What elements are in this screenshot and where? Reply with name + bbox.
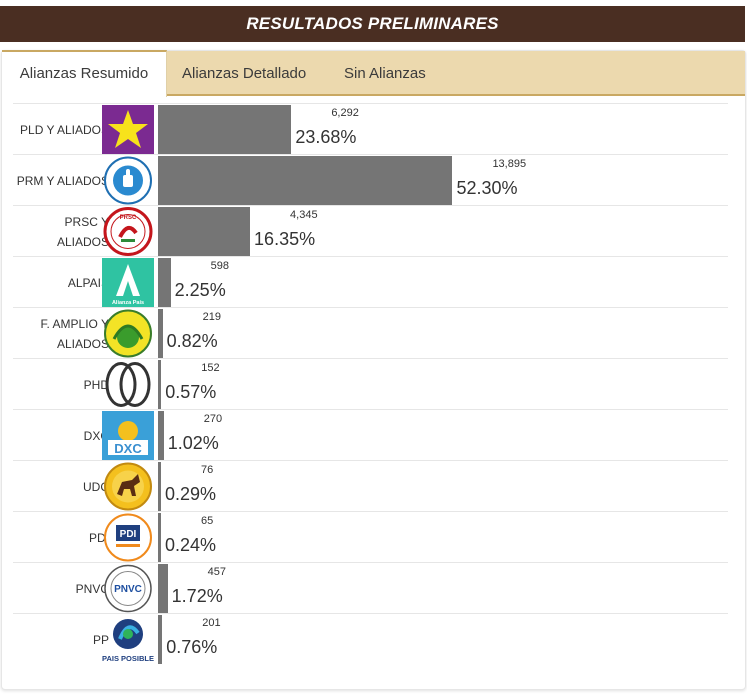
percent-label: 0.82% <box>166 331 218 351</box>
chart-row: DXC DXC 270 1.02% <box>13 409 728 461</box>
bar <box>158 258 171 307</box>
svg-text:Alianza País: Alianza País <box>112 300 144 306</box>
party-label: F. AMPLIO Y ALIADOS <box>40 316 109 351</box>
pais-posible-logo-icon: PAIS POSIBLE <box>102 615 154 664</box>
chart-row: PDI PDI 65 0.24% <box>13 511 728 563</box>
bar <box>158 615 163 664</box>
chart-row: UDC 76 0.29% <box>13 460 728 512</box>
prsc-logo-icon: PRSC <box>102 207 154 256</box>
prm-thumb-icon <box>102 156 154 205</box>
bar <box>158 360 162 409</box>
vote-count-label: 219 <box>202 311 221 323</box>
vote-count-label: 13,895 <box>492 158 527 170</box>
results-title: RESULTADOS PRELIMINARES <box>246 14 499 33</box>
udc-horse-icon <box>102 462 154 511</box>
tab-sin-alianzas[interactable]: Sin Alianzas <box>344 65 426 82</box>
vote-count-label: 270 <box>203 413 223 425</box>
pld-star-icon <box>102 105 154 154</box>
pdi-logo-icon: PDI <box>102 513 154 562</box>
bar <box>158 156 453 205</box>
vote-count-label: 6,292 <box>331 107 359 119</box>
percent-label: 0.24% <box>165 535 217 555</box>
svg-text:PAIS POSIBLE: PAIS POSIBLE <box>102 654 154 663</box>
tab-bar: Alianzas Resumido Alianzas Detallado Sin… <box>2 50 745 97</box>
percent-label: 23.68% <box>295 127 357 147</box>
percent-label: 52.30% <box>456 178 518 198</box>
party-label: DXC <box>83 428 109 443</box>
vote-count-label: 201 <box>202 617 221 629</box>
svg-text:PNVC: PNVC <box>114 584 142 595</box>
svg-text:PRSC: PRSC <box>120 215 137 221</box>
chart-row: F. AMPLIO Y ALIADOS 219 0.82% <box>13 307 728 359</box>
vote-count-label: 76 <box>201 464 214 476</box>
bar <box>158 462 161 511</box>
party-label: PHD <box>83 377 109 392</box>
results-header: RESULTADOS PRELIMINARES <box>0 6 745 42</box>
bar <box>158 564 168 613</box>
vote-count-label: 4,345 <box>290 209 318 221</box>
percent-label: 2.25% <box>174 280 226 300</box>
chart-row: PRM Y ALIADOS 13,895 52.30% <box>13 154 728 206</box>
percent-label: 16.35% <box>254 229 316 249</box>
percent-label: 1.02% <box>167 433 219 453</box>
dxc-sun-icon: DXC <box>102 411 154 460</box>
vote-count-label: 152 <box>201 362 220 374</box>
tab-alianzas-resumido[interactable]: Alianzas Resumido <box>2 50 167 97</box>
party-label: UDC <box>83 479 109 494</box>
svg-text:PDI: PDI <box>120 529 137 540</box>
party-label: PRM Y ALIADOS <box>16 173 109 188</box>
chart-row: PHD 152 0.57% <box>13 358 728 410</box>
vote-count-label: 457 <box>207 566 227 578</box>
percent-label: 0.29% <box>165 484 217 504</box>
party-label: PDI <box>88 530 109 545</box>
party-label: PP <box>92 632 109 647</box>
party-label: PRSC Y ALIADOS <box>56 214 109 249</box>
chart-row: PRSC Y ALIADOS PRSC 4,345 16.35% <box>13 205 728 257</box>
bar <box>158 207 251 256</box>
percent-label: 1.72% <box>171 586 223 606</box>
party-label: PNVC <box>75 581 109 596</box>
bar <box>158 411 164 460</box>
bar <box>158 513 161 562</box>
chart-row: PNVC PNVC 457 1.72% <box>13 562 728 614</box>
pnvc-logo-icon: PNVC <box>102 564 154 613</box>
tab-alianzas-detallado[interactable]: Alianzas Detallado <box>182 65 307 82</box>
svg-text:DXC: DXC <box>114 441 142 456</box>
chart-row: PLD Y ALIADOS 6,292 23.68% <box>13 103 728 155</box>
percent-label: 0.57% <box>165 382 217 402</box>
bar <box>158 309 163 358</box>
phd-rings-icon <box>102 360 154 409</box>
vote-count-label: 598 <box>210 260 230 272</box>
frente-amplio-logo-icon <box>102 309 154 358</box>
chart-row: ALPAIS Alianza País 598 2.25% <box>13 256 728 308</box>
alpais-a-icon: Alianza País <box>102 258 154 307</box>
chart-row: PP PAIS POSIBLE 201 0.76% <box>13 613 728 665</box>
bar <box>158 105 292 154</box>
percent-label: 0.76% <box>166 637 218 657</box>
vote-count-label: 65 <box>201 515 214 527</box>
party-label: PLD Y ALIADOS <box>20 122 109 137</box>
party-label: ALPAIS <box>67 275 109 290</box>
